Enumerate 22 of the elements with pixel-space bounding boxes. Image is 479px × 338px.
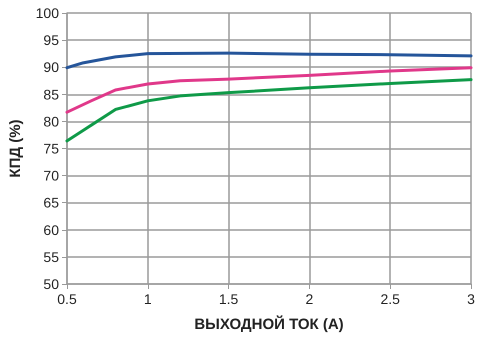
y-tick-label: 80 (43, 113, 60, 130)
line-series (66, 78, 472, 142)
y-tick-label: 90 (43, 59, 60, 76)
y-tick-label: 100 (36, 5, 60, 21)
y-tick-label: 75 (43, 140, 60, 156)
line-series (66, 52, 472, 70)
y-tick-label: 60 (43, 222, 60, 238)
x-tick-label: 2 (306, 291, 314, 307)
x-tick-label: 0.5 (57, 291, 77, 307)
y-tick-label: 85 (43, 86, 60, 102)
line-series (66, 66, 472, 114)
x-tick-label: 2.5 (380, 291, 400, 307)
x-tick-label: 1 (144, 291, 152, 307)
x-tick-label: 1.5 (218, 291, 239, 307)
y-tick-label: 95 (43, 32, 60, 48)
y-axis-title: КПД (%) (7, 119, 24, 178)
y-tick-label: 55 (43, 248, 60, 265)
x-tick-label: 3 (467, 291, 476, 307)
y-tick-label: 50 (43, 276, 60, 292)
x-axis-title: ВЫХОДНОЙ ТОК (А) (194, 315, 344, 333)
y-tick-label: 70 (43, 168, 60, 184)
y-tick-label: 65 (43, 194, 60, 211)
